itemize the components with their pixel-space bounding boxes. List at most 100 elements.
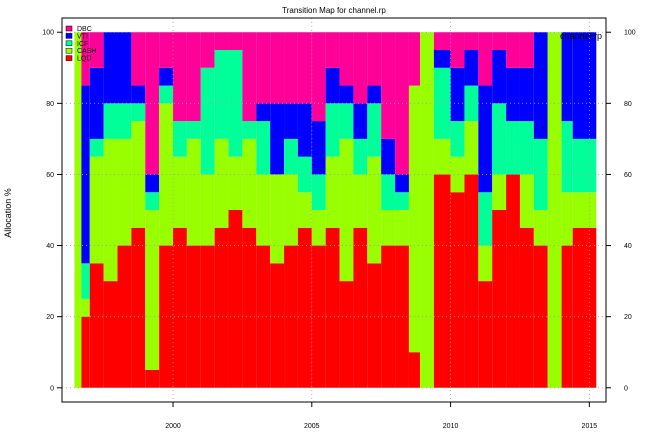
allocation-band-lqd-2	[89, 263, 104, 388]
legend-swatch-dbc	[65, 25, 73, 32]
allocation-band-vti-32	[506, 67, 520, 122]
allocation-band-dbc-32	[506, 32, 520, 68]
allocation-band-cash-33	[519, 174, 534, 228]
allocation-band-dbc-16	[284, 32, 298, 104]
axes: 0 0 20 20 40 40 60 60 80 80 100 100 2000 2005 2010 2015	[42, 30, 635, 430]
allocation-band-lqd-9	[186, 245, 201, 388]
allocation-band-cash-29	[464, 121, 479, 175]
allocation-band-lqd-36	[561, 245, 573, 388]
y-tick-label-left-60: 60	[46, 172, 54, 179]
y-tick-label-left-0: 0	[50, 385, 54, 392]
y-tick-label-right-0: 0	[624, 385, 628, 392]
allocation-band-cash-27	[433, 138, 451, 175]
allocation-band-lqd-19	[325, 227, 340, 388]
allocation-band-icf-7	[159, 85, 174, 104]
allocation-band-lqd-8	[173, 227, 187, 388]
allocation-band-icf-2	[89, 138, 104, 157]
allocation-band-lqd-22	[367, 263, 382, 388]
allocation-band-cash-12	[228, 156, 243, 210]
allocation-band-cash-1	[81, 298, 90, 317]
allocation-band-vti-34	[533, 32, 548, 139]
allocation-band-lqd-14	[256, 245, 271, 388]
allocation-band-lqd-4	[117, 245, 132, 388]
legend-swatch-vti	[65, 33, 73, 39]
allocation-band-cash-31	[492, 174, 507, 210]
allocation-band-dbc-25	[408, 32, 421, 86]
allocation-band-vti-15	[270, 103, 285, 175]
allocation-band-lqd-25	[408, 352, 421, 388]
chart-title: Transition Map for channel.rp	[282, 6, 386, 15]
allocation-band-icf-8	[173, 121, 187, 157]
allocation-band-dbc-6	[145, 32, 160, 175]
allocation-band-cash-0	[74, 32, 82, 388]
allocation-band-cash-34	[533, 210, 548, 246]
allocation-band-icf-12	[228, 50, 243, 157]
x-tick-label-2010: 2010	[443, 423, 459, 430]
allocation-band-vti-19	[325, 67, 340, 104]
allocation-band-lqd-15	[270, 263, 285, 388]
legend-swatch-lqd	[65, 55, 73, 61]
allocation-band-dbc-33	[519, 32, 534, 68]
allocation-band-dbc-15	[270, 32, 285, 104]
allocation-band-lqd-33	[519, 227, 534, 388]
allocation-band-vti-6	[145, 174, 160, 193]
allocation-band-cash-36	[561, 192, 573, 246]
allocation-band-icf-34	[533, 138, 548, 210]
allocation-band-vti-29	[464, 50, 479, 86]
allocation-band-icf-22	[367, 103, 382, 157]
allocation-band-icf-21	[353, 138, 368, 175]
allocation-band-vti-30	[478, 85, 493, 193]
plot-frame	[61, 17, 607, 403]
allocation-band-vti-18	[311, 121, 326, 175]
allocation-band-dbc-31	[492, 32, 507, 50]
allocation-band-vti-33	[519, 67, 534, 122]
allocation-band-cash-37	[572, 192, 597, 228]
allocation-band-icf-19	[325, 103, 340, 157]
allocation-band-vti-28	[450, 67, 465, 122]
y-tick-label-right-100: 100	[624, 30, 636, 37]
x-tick-label-2000: 2000	[165, 423, 181, 430]
allocation-band-cash-4	[117, 138, 132, 246]
allocation-band-cash-24	[395, 210, 409, 246]
allocation-band-vti-23	[381, 138, 396, 175]
allocation-band-icf-18	[311, 174, 326, 210]
allocation-band-lqd-6	[145, 370, 160, 388]
allocation-band-dbc-27	[433, 32, 451, 50]
allocation-band-lqd-11	[214, 227, 229, 388]
allocation-band-vti-36	[561, 32, 573, 122]
allocation-band-icf-9	[186, 121, 201, 139]
allocation-band-icf-5	[131, 103, 146, 122]
allocation-band-icf-4	[117, 103, 132, 139]
allocation-band-lqd-29	[464, 174, 479, 388]
allocation-band-vti-3	[103, 32, 118, 104]
allocation-band-cash-2	[89, 156, 104, 264]
legend-label-lqd: LQD	[77, 56, 91, 63]
allocation-band-lqd-32	[506, 174, 520, 388]
allocation-band-dbc-7	[159, 32, 174, 68]
series-corner-label: channel.rp	[560, 31, 602, 41]
allocation-band-icf-20	[339, 103, 354, 139]
allocation-band-icf-36	[561, 121, 573, 193]
allocation-band-cash-6	[145, 210, 160, 370]
allocation-band-cash-25	[408, 85, 421, 353]
allocation-band-lqd-21	[353, 227, 368, 388]
allocation-band-cash-23	[381, 210, 396, 246]
allocation-band-dbc-13	[242, 32, 257, 122]
allocation-band-dbc-19	[325, 32, 340, 68]
legend-label-icf: ICF	[77, 41, 88, 48]
allocation-band-dbc-17	[297, 32, 312, 104]
allocation-band-icf-16	[284, 138, 298, 175]
allocation-band-cash-26	[420, 32, 434, 388]
allocation-band-cash-22	[367, 156, 382, 264]
allocation-band-cash-21	[353, 174, 368, 228]
allocation-band-icf-17	[297, 156, 312, 193]
allocation-band-icf-11	[214, 50, 229, 139]
allocation-band-lqd-17	[297, 227, 312, 388]
allocation-band-vti-21	[353, 103, 368, 139]
allocation-band-dbc-2	[89, 32, 104, 68]
allocation-band-dbc-14	[256, 32, 271, 104]
allocation-band-lqd-28	[450, 192, 465, 388]
allocation-band-vti-2	[89, 67, 104, 139]
